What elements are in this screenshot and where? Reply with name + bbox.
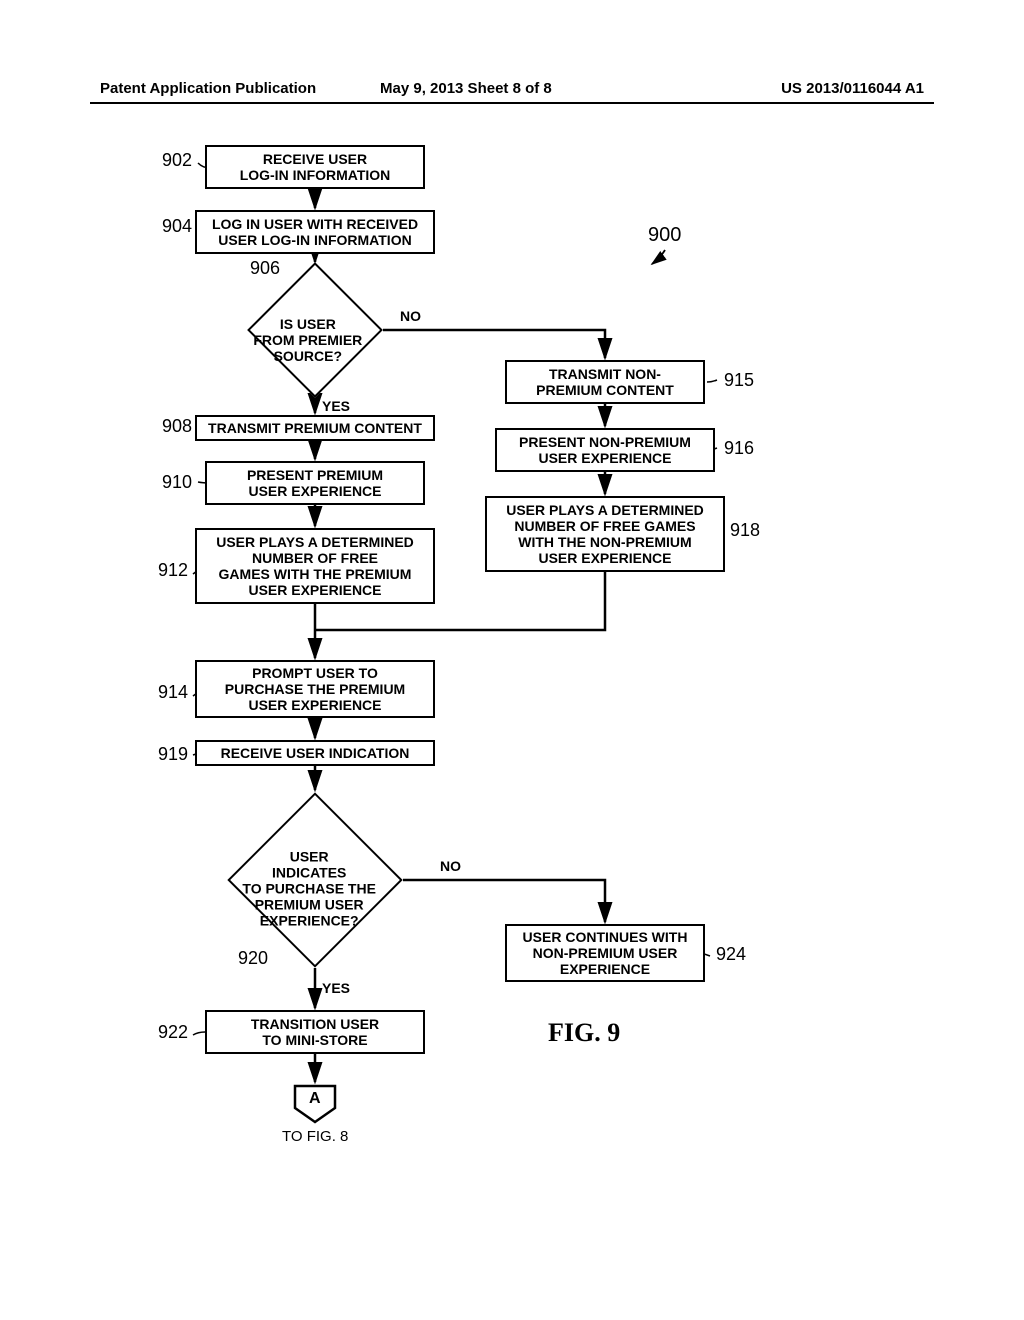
ref-920: 920 — [238, 948, 268, 969]
step-910-text: PRESENT PREMIUMUSER EXPERIENCE — [247, 467, 383, 499]
offpage-connector-letter: A — [309, 1090, 321, 1108]
step-904: LOG IN USER WITH RECEIVEDUSER LOG-IN INF… — [195, 210, 435, 254]
ref-910: 910 — [162, 472, 192, 493]
step-918-text: USER PLAYS A DETERMINEDNUMBER OF FREE GA… — [506, 502, 704, 566]
step-916-text: PRESENT NON-PREMIUMUSER EXPERIENCE — [519, 434, 691, 466]
step-915-text: TRANSMIT NON-PREMIUM CONTENT — [536, 366, 674, 398]
step-919: RECEIVE USER INDICATION — [195, 740, 435, 766]
step-914-text: PROMPT USER TOPURCHASE THE PREMIUMUSER E… — [225, 665, 405, 713]
step-912-text: USER PLAYS A DETERMINEDNUMBER OF FREEGAM… — [216, 534, 414, 598]
label-920-no: NO — [440, 858, 461, 874]
label-906-yes: YES — [322, 398, 350, 414]
ref-922: 922 — [158, 1022, 188, 1043]
step-919-text: RECEIVE USER INDICATION — [221, 745, 410, 761]
label-906-no: NO — [400, 308, 421, 324]
ref-915: 915 — [724, 370, 754, 391]
step-910: PRESENT PREMIUMUSER EXPERIENCE — [205, 461, 425, 505]
step-922: TRANSITION USERTO MINI-STORE — [205, 1010, 425, 1054]
decision-920-text: USERINDICATESTO PURCHASE THEPREMIUM USER… — [229, 848, 389, 928]
step-908: TRANSMIT PREMIUM CONTENT — [195, 415, 435, 441]
ref-904: 904 — [162, 216, 192, 237]
ref-900: 900 — [648, 224, 681, 247]
ref-924: 924 — [716, 944, 746, 965]
step-908-text: TRANSMIT PREMIUM CONTENT — [208, 420, 422, 436]
step-902-text: RECEIVE USERLOG-IN INFORMATION — [240, 151, 391, 183]
step-918: USER PLAYS A DETERMINEDNUMBER OF FREE GA… — [485, 496, 725, 572]
step-922-text: TRANSITION USERTO MINI-STORE — [251, 1016, 379, 1048]
step-904-text: LOG IN USER WITH RECEIVEDUSER LOG-IN INF… — [212, 216, 418, 248]
ref-916: 916 — [724, 438, 754, 459]
step-924: USER CONTINUES WITHNON-PREMIUM USEREXPER… — [505, 924, 705, 982]
page: Patent Application Publication May 9, 20… — [0, 0, 1024, 1320]
ref-914: 914 — [158, 682, 188, 703]
step-902: RECEIVE USERLOG-IN INFORMATION — [205, 145, 425, 189]
ref-902: 902 — [162, 150, 192, 171]
figure-label: FIG. 9 — [548, 1018, 620, 1048]
decision-906-text: IS USERFROM PREMIERSOURCE? — [228, 316, 388, 364]
ref-912: 912 — [158, 560, 188, 581]
step-914: PROMPT USER TOPURCHASE THE PREMIUMUSER E… — [195, 660, 435, 718]
step-924-text: USER CONTINUES WITHNON-PREMIUM USEREXPER… — [523, 929, 688, 977]
ref-918: 918 — [730, 520, 760, 541]
step-915: TRANSMIT NON-PREMIUM CONTENT — [505, 360, 705, 404]
flowchart-connectors — [0, 0, 1024, 1320]
ref-919: 919 — [158, 744, 188, 765]
offpage-caption: TO FIG. 8 — [282, 1128, 348, 1145]
step-916: PRESENT NON-PREMIUMUSER EXPERIENCE — [495, 428, 715, 472]
step-912: USER PLAYS A DETERMINEDNUMBER OF FREEGAM… — [195, 528, 435, 604]
ref-906: 906 — [250, 258, 280, 279]
ref-908: 908 — [162, 416, 192, 437]
label-920-yes: YES — [322, 980, 350, 996]
